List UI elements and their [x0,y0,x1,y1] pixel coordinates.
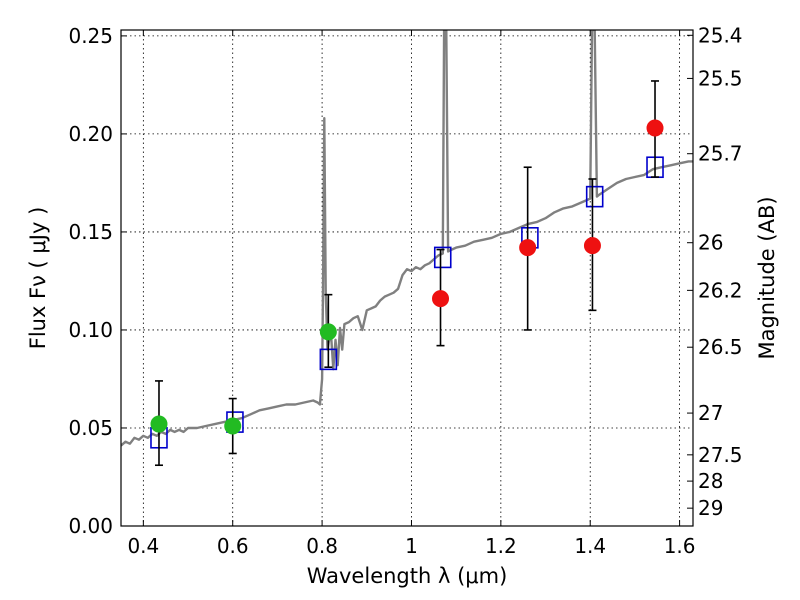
series-layer [121,30,693,447]
spectrum-line [121,30,693,447]
y-tick-label: 0.20 [68,122,113,146]
x-tick-label: 1.2 [485,534,517,558]
y-axis-label: Flux Fν ( μJy ) [26,207,50,350]
mag-tick-label: 25.5 [698,66,743,90]
mag-tick-label: 25.4 [698,23,743,47]
mag-tick-label: 26.5 [698,335,743,359]
y-tick-label: 0.25 [68,24,113,48]
y-tick-label: 0.00 [68,514,113,538]
observed-flux-point [432,290,450,308]
y-tick-label: 0.10 [68,318,113,342]
model-photometry-marker [433,246,452,269]
x-tick-label: 1 [405,534,418,558]
x-tick-label: 1.4 [574,534,606,558]
x-tick-label: 0.6 [217,534,249,558]
observed-flux-point [583,237,601,255]
mag-tick-label: 25.7 [698,142,743,166]
mag-tick-label: 26 [698,231,723,255]
mag-tick-label: 27 [698,401,723,425]
x-tick-label: 0.8 [306,534,338,558]
mag-tick-label: 28 [698,469,723,493]
model-photometry-marker [585,185,604,208]
mag-tick-label: 27.5 [698,443,743,467]
observed-flux-point [319,323,337,341]
x-axis-label: Wavelength λ (μm) [307,564,508,588]
grid [121,30,693,527]
y-axis-right-label: Magnitude (AB) [755,196,779,359]
marker-layer [150,80,664,467]
ticks: 0.4 0.6 0.8 1 1.2 1.4 1.6 0.00 0.05 0.10 0.15 0.20 0… [68,23,742,558]
x-tick-label: 1.6 [664,534,696,558]
mag-tick-label: 29 [698,496,723,520]
y-tick-label: 0.15 [68,220,113,244]
observed-flux-point [519,239,537,257]
observed-flux-point [224,417,242,435]
plot-frame [120,29,694,527]
plot-area [121,30,693,467]
observed-flux-point [150,415,168,433]
mag-tick-label: 26.2 [698,278,743,302]
x-tick-label: 0.4 [127,534,159,558]
y-tick-label: 0.05 [68,416,113,440]
observed-flux-point [646,119,664,137]
